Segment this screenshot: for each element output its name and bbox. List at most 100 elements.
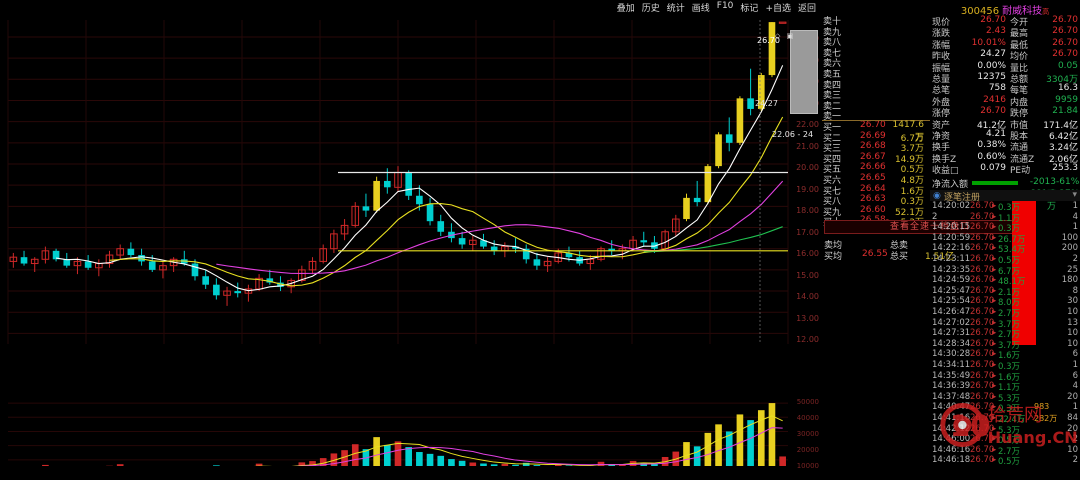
tick-count: 10 bbox=[1067, 328, 1078, 338]
book-total: 买均 bbox=[824, 249, 842, 262]
quote-label: 收益□ bbox=[932, 163, 959, 176]
tick-time: 14:23:35 bbox=[932, 265, 970, 275]
menu-item-2[interactable]: 统计 bbox=[667, 1, 685, 14]
tick-direction-icon: ▸ bbox=[992, 402, 996, 412]
tick-time: 14:25:47 bbox=[932, 286, 970, 296]
order-book-row[interactable]: 卖五 bbox=[822, 67, 930, 78]
quote-value: 26.70 bbox=[966, 15, 1006, 25]
menu-item-3[interactable]: 画线 bbox=[692, 1, 710, 14]
order-book-row[interactable]: 卖七 bbox=[822, 46, 930, 57]
menu-item-7[interactable]: 返回 bbox=[798, 1, 816, 14]
level-price: 26.67 bbox=[860, 152, 886, 162]
tick-direction-icon: ▸ bbox=[992, 233, 996, 243]
chart-area[interactable]: 26.0025.0024.0023.0022.0021.0020.0019.00… bbox=[0, 14, 820, 466]
quote-label: PE动 bbox=[1010, 163, 1030, 176]
tick-time: 14:41:16 bbox=[932, 413, 970, 423]
tick-price: 26.70 bbox=[970, 254, 994, 264]
order-book-row[interactable]: 卖八 bbox=[822, 35, 930, 46]
kline-chart[interactable] bbox=[0, 14, 820, 466]
tick-count: 6 bbox=[1073, 349, 1078, 359]
price-tick-7: 19.00 bbox=[796, 185, 819, 194]
order-book-row[interactable]: 卖一 bbox=[822, 109, 930, 120]
tick-count: 4 bbox=[1073, 381, 1078, 391]
order-book-row[interactable]: 卖九 bbox=[822, 25, 930, 36]
price-tick-14: 12.00 bbox=[796, 335, 819, 344]
tick-direction-icon: ▸ bbox=[992, 455, 996, 465]
menu-item-6[interactable]: +自选 bbox=[765, 1, 791, 14]
tick-count: 10 bbox=[1067, 445, 1078, 455]
order-book-row[interactable]: 卖十 bbox=[822, 14, 930, 25]
menu-item-4[interactable]: F10 bbox=[717, 1, 734, 14]
chevron-down-icon[interactable]: ▾ bbox=[1072, 190, 1077, 200]
flow-row: 净流入额-2013万-61% bbox=[930, 177, 1080, 189]
menu-item-0[interactable]: 叠加 bbox=[617, 1, 635, 14]
crosshair-date-range: 22.06 - 24 bbox=[772, 130, 813, 139]
tick-count: 4 bbox=[1073, 212, 1078, 222]
order-book-row[interactable]: 卖二 bbox=[822, 99, 930, 110]
tick-price: 26.70 bbox=[970, 360, 994, 370]
volume-tick-0: 50000 bbox=[797, 398, 819, 406]
volume-tick-1: 40000 bbox=[797, 414, 819, 422]
order-book-row[interactable]: 卖六 bbox=[822, 56, 930, 67]
tick-direction-icon: ▸ bbox=[992, 434, 996, 444]
tick-direction-icon: ▸ bbox=[992, 296, 996, 306]
tick-direction-icon: ▸ bbox=[992, 424, 996, 434]
tick-count: 25 bbox=[1067, 265, 1078, 275]
crosshair-mid-price: 24.27 bbox=[755, 99, 778, 108]
menu-items: 叠加历史统计画线 F10 标记 +自选返回 bbox=[617, 1, 816, 14]
flow-bar bbox=[972, 181, 1018, 185]
quote-value: 24.27 bbox=[966, 49, 1006, 59]
tick-time: 14:20:15 bbox=[932, 222, 970, 232]
order-book-row[interactable]: 卖三 bbox=[822, 88, 930, 99]
tick-direction-icon: ▸ bbox=[992, 286, 996, 296]
order-book-row[interactable]: 卖四 bbox=[822, 78, 930, 89]
quote-value: 26.70 bbox=[1038, 49, 1078, 59]
menu-item-1[interactable]: 历史 bbox=[642, 1, 660, 14]
tick-price: 26.70 bbox=[970, 286, 994, 296]
tick-time: 14:35:49 bbox=[932, 371, 970, 381]
tick-time: 14:24:59 bbox=[932, 275, 970, 285]
tick-direction-icon: ▸ bbox=[992, 349, 996, 359]
menu-item-5[interactable]: 标记 bbox=[740, 1, 758, 14]
tick-price: 26.70 bbox=[970, 381, 994, 391]
level-price: 26.65 bbox=[860, 173, 886, 183]
toolbar: 叠加历史统计画线 F10 标记 +自选返回 bbox=[0, 0, 820, 14]
tick-panel-header[interactable]: ◉ 逐笔注册 ▾ bbox=[930, 190, 1080, 201]
tick-price: 26.70 bbox=[970, 455, 994, 465]
tick-count: 20 bbox=[1067, 392, 1078, 402]
level-price: 26.63 bbox=[860, 194, 886, 204]
tick-price: 26.70 bbox=[970, 402, 994, 412]
tick-time: 14:25:54 bbox=[932, 296, 970, 306]
